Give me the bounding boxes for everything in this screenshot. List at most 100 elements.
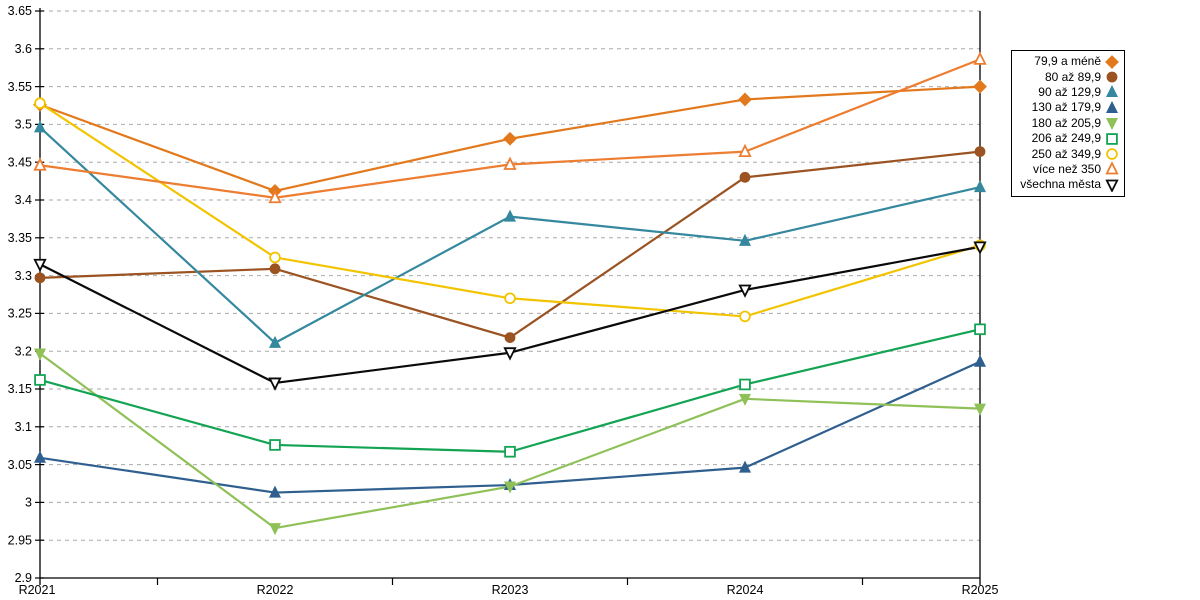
y-tick-label: 3.3 — [15, 269, 32, 283]
y-tick-label: 3.2 — [15, 344, 32, 358]
square-icon — [1106, 132, 1118, 145]
triangle-up-marker-icon — [973, 180, 987, 193]
x-category-label: R2025 — [962, 583, 999, 597]
y-tick-label: 3.65 — [8, 4, 32, 18]
triangle-up-marker-icon — [503, 209, 517, 222]
y-tick-label: 3.6 — [15, 42, 32, 56]
legend-triangle-up-icon — [1105, 100, 1119, 113]
legend-label: 206 až 249,9 — [1031, 131, 1101, 146]
y-tick-label: 3.15 — [8, 382, 32, 396]
triangle-up-marker-icon — [33, 450, 47, 463]
y-tick-label: 3.25 — [8, 307, 32, 321]
legend-item-3: 130 až 179,9 — [1015, 100, 1119, 115]
legend-item-1: 80 až 89,9 — [1015, 69, 1119, 84]
series-line-1 — [38, 150, 982, 339]
circle-marker-icon — [739, 310, 751, 323]
legend-label: 80 až 89,9 — [1044, 69, 1101, 84]
triangle-down-marker-icon — [268, 377, 282, 391]
legend-triangle-up-icon — [1105, 162, 1119, 175]
triangle-down-marker-icon — [738, 284, 752, 298]
y-tick-label: 2.95 — [8, 533, 32, 547]
triangle-up-icon — [1105, 162, 1119, 175]
circle-icon — [1106, 71, 1118, 83]
legend-item-6: 250 až 349,9 — [1015, 146, 1119, 161]
circle-marker-icon — [504, 332, 516, 343]
triangle-down-icon — [1105, 179, 1119, 192]
legend-label: 90 až 129,9 — [1038, 84, 1101, 99]
x-category-label: R2024 — [727, 583, 764, 597]
x-category-label: R2022 — [257, 583, 294, 597]
legend-label: všechna města — [1020, 177, 1101, 192]
triangle-up-marker-icon — [268, 485, 282, 498]
legend-circle-icon — [1106, 148, 1118, 160]
x-category-label: R2023 — [492, 583, 529, 597]
triangle-down-marker-icon — [503, 347, 517, 361]
triangle-up-marker-icon — [738, 143, 752, 158]
legend-label: 79,9 a méně — [1034, 54, 1101, 69]
legend-item-8: všechna města — [1015, 177, 1119, 192]
circle-marker-icon — [269, 263, 281, 275]
chart-legend: 79,9 a méně 80 až 89,9 90 až 129,9 130 až 1… — [1011, 50, 1125, 197]
triangle-down-marker-icon — [738, 393, 752, 406]
y-tick-label: 3.5 — [15, 118, 32, 132]
legend-label: 130 až 179,9 — [1031, 100, 1101, 115]
legend-square-icon — [1106, 132, 1118, 145]
y-tick-label: 3.4 — [15, 193, 32, 207]
y-tick-label: 2.9 — [15, 571, 32, 585]
triangle-up-marker-icon — [268, 335, 282, 348]
diamond-marker-icon — [973, 79, 987, 94]
legend-triangle-down-icon — [1105, 118, 1119, 131]
series-line-7 — [38, 58, 982, 199]
legend-triangle-up-icon — [1105, 85, 1119, 98]
circle-marker-icon — [34, 97, 46, 110]
square-marker-icon — [739, 378, 751, 391]
triangle-up-marker-icon — [973, 51, 987, 65]
circle-icon — [1106, 148, 1118, 160]
square-marker-icon — [34, 374, 46, 386]
triangle-down-marker-icon — [973, 241, 987, 255]
legend-item-5: 206 až 249,9 — [1015, 131, 1119, 146]
triangle-up-marker-icon — [973, 354, 987, 367]
y-tick-label: 3.55 — [8, 80, 32, 94]
y-tick-label: 3.05 — [8, 458, 32, 472]
legend-label: více než 350 — [1032, 161, 1101, 176]
diamond-icon — [1105, 54, 1119, 69]
triangle-up-icon — [1105, 85, 1119, 98]
triangle-up-marker-icon — [738, 460, 752, 473]
y-tick-label: 3.1 — [15, 420, 32, 434]
diamond-marker-icon — [503, 131, 517, 146]
circle-marker-icon — [739, 171, 751, 183]
legend-item-2: 90 až 129,9 — [1015, 85, 1119, 100]
x-category-label: R2021 — [19, 583, 56, 597]
legend-item-4: 180 až 205,9 — [1015, 116, 1119, 131]
triangle-down-icon — [1105, 118, 1119, 131]
legend-label: 250 až 349,9 — [1031, 146, 1101, 161]
legend-diamond-icon — [1105, 54, 1119, 69]
triangle-up-marker-icon — [738, 233, 752, 246]
triangle-down-marker-icon — [33, 258, 47, 273]
legend-label: 180 až 205,9 — [1031, 115, 1101, 130]
triangle-up-marker-icon — [268, 189, 282, 204]
y-tick-label: 3.35 — [8, 231, 32, 245]
legend-item-7: více než 350 — [1015, 162, 1119, 177]
y-tick-label: 3.45 — [8, 155, 32, 169]
square-marker-icon — [504, 445, 516, 458]
y-tick-label: 3 — [25, 496, 32, 510]
triangle-down-marker-icon — [33, 348, 47, 361]
legend-item-0: 79,9 a méně — [1015, 54, 1119, 69]
diamond-marker-icon — [738, 92, 752, 107]
triangle-down-marker-icon — [503, 481, 517, 494]
circle-marker-icon — [504, 292, 516, 305]
triangle-up-marker-icon — [33, 120, 47, 133]
square-marker-icon — [269, 439, 281, 451]
square-marker-icon — [974, 323, 986, 336]
circle-marker-icon — [974, 146, 986, 158]
circle-marker-icon — [34, 272, 46, 284]
triangle-up-marker-icon — [33, 157, 47, 171]
triangle-up-marker-icon — [503, 156, 517, 170]
triangle-down-marker-icon — [268, 523, 282, 536]
legend-triangle-down-icon — [1105, 179, 1119, 192]
legend-circle-icon — [1106, 71, 1118, 83]
